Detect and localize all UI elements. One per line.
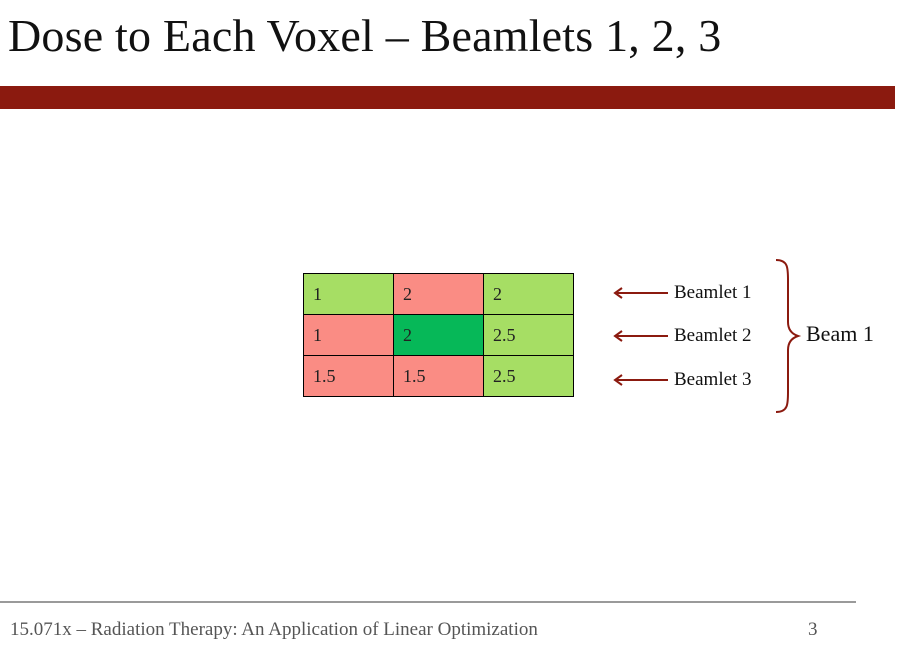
right-brace-icon (775, 259, 802, 413)
page-number: 3 (808, 619, 818, 640)
voxel-cell: 1 (303, 273, 394, 315)
voxel-cell: 2.5 (483, 314, 574, 356)
footer-divider (0, 601, 856, 603)
voxel-cell: 2 (483, 273, 574, 315)
beamlet-annotation-3: Beamlet 3 (612, 368, 752, 392)
voxel-cell: 1.5 (303, 355, 394, 397)
beamlet-annotation-2: Beamlet 2 (612, 324, 752, 348)
slide-title: Dose to Each Voxel – Beamlets 1, 2, 3 (8, 10, 722, 61)
left-arrow-icon (613, 374, 668, 386)
voxel-cell: 1 (303, 314, 394, 356)
left-arrow-icon (613, 330, 668, 342)
left-arrow-icon (613, 287, 668, 299)
footer-course-title: 15.071x – Radiation Therapy: An Applicat… (10, 619, 538, 640)
beamlet-label: Beamlet 2 (674, 325, 752, 346)
beamlet-annotation-1: Beamlet 1 (612, 281, 752, 305)
grid-row-beamlet-2: 1 2 2.5 (303, 314, 574, 356)
voxel-cell: 2 (393, 314, 484, 356)
voxel-dose-grid: 1 2 2 1 2 2.5 1.5 1.5 2.5 (303, 273, 574, 397)
grid-row-beamlet-1: 1 2 2 (303, 273, 574, 315)
beam-label: Beam 1 (806, 321, 874, 346)
beamlet-label: Beamlet 1 (674, 282, 752, 303)
voxel-cell: 2 (393, 273, 484, 315)
grid-row-beamlet-3: 1.5 1.5 2.5 (303, 355, 574, 397)
voxel-cell: 1.5 (393, 355, 484, 397)
voxel-cell: 2.5 (483, 355, 574, 397)
beamlet-label: Beamlet 3 (674, 369, 752, 390)
title-accent-bar (0, 86, 895, 109)
